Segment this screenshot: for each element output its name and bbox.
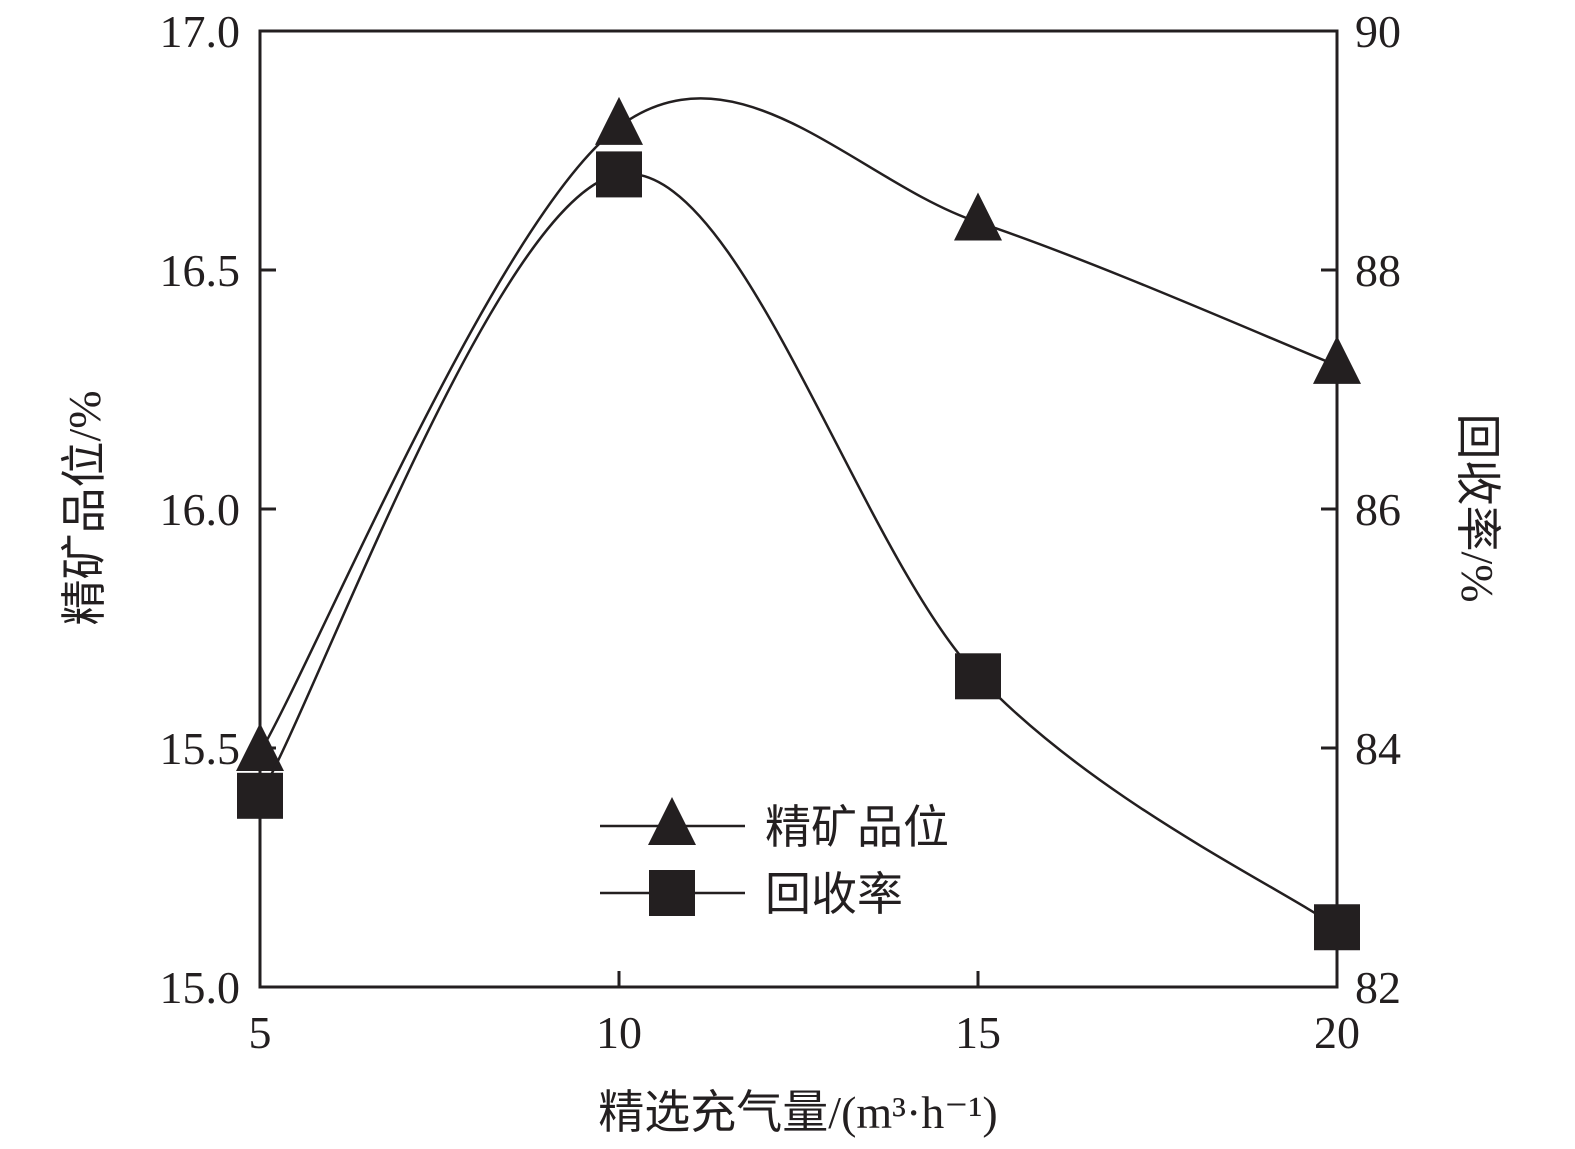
y-axis-title-right: 回收率/% [1452,413,1503,602]
y-left-tick-label: 16.5 [160,245,241,296]
x-tick-label: 20 [1314,1007,1360,1058]
y-axis-title-left: 精矿品位/% [59,390,110,625]
y-left-tick-label: 15.0 [160,962,241,1013]
data-point-recovery [596,151,642,198]
y-left-tick-label: 15.5 [160,723,241,774]
y-right-tick-label: 88 [1355,245,1401,296]
y-right-tick-label: 90 [1355,6,1401,57]
y-left-tick-label: 16.0 [160,484,241,535]
data-point-grade [1313,335,1361,384]
data-point-grade [954,192,1002,241]
series-line-recovery [258,172,1338,929]
x-tick-label: 10 [596,1007,642,1058]
legend-label-grade: 精矿品位 [765,802,949,853]
y-right-tick-label: 84 [1355,723,1401,774]
y-right-tick-label: 82 [1355,962,1401,1013]
data-point-recovery [955,653,1001,700]
legend-label-recovery: 回收率 [765,869,903,920]
data-point-recovery [1314,904,1360,951]
series-line-grade [258,97,1338,754]
legend-triangle-icon [648,797,696,845]
legend: 精矿品位 回收率 [600,797,949,920]
y-left-tick-label: 17.0 [160,6,241,57]
x-tick-label: 15 [955,1007,1001,1058]
x-axis-title: 精选充气量/(m³·h⁻¹) [598,1087,997,1138]
legend-square-icon [649,870,695,916]
y-right-tick-label: 86 [1355,484,1401,535]
data-point-grade [595,96,643,145]
data-point-recovery [237,772,283,819]
x-tick-label: 5 [249,1007,272,1058]
